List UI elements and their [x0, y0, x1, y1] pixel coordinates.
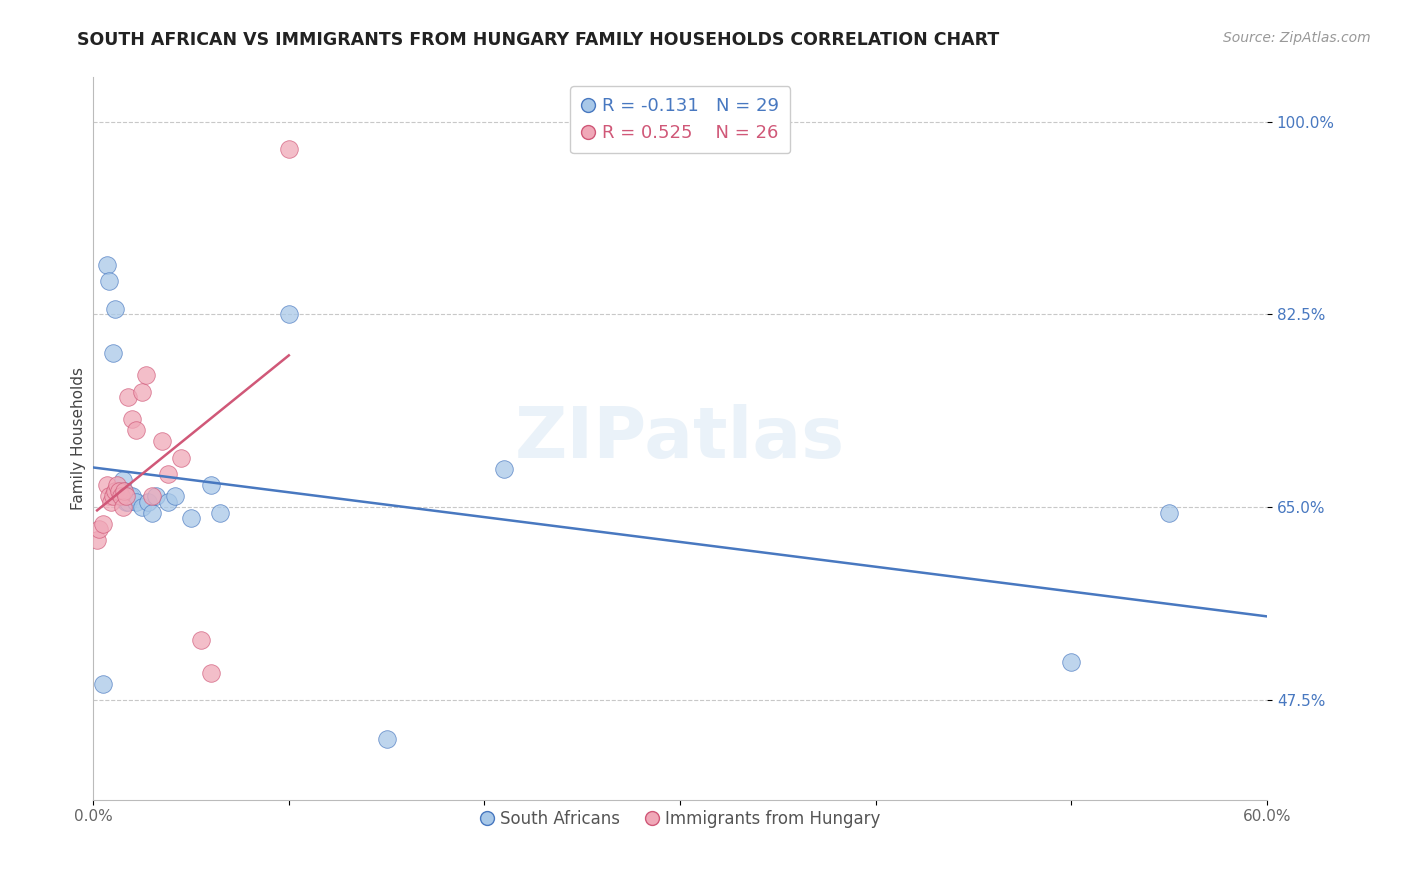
- Point: [141, 506, 163, 520]
- Point: [190, 632, 212, 647]
- Point: [100, 495, 122, 509]
- Legend: South Africans, Immigrants from Hungary: South Africans, Immigrants from Hungary: [474, 803, 887, 835]
- Point: [101, 489, 124, 503]
- Point: [111, 500, 134, 515]
- Point: [200, 478, 222, 492]
- Point: [170, 450, 193, 465]
- Point: [125, 495, 148, 509]
- Point: [114, 483, 136, 498]
- Point: [277, 308, 299, 322]
- Point: [104, 301, 127, 316]
- Point: [117, 390, 139, 404]
- Point: [492, 462, 515, 476]
- Point: [136, 495, 159, 509]
- Point: [91, 677, 114, 691]
- Point: [135, 368, 157, 383]
- Point: [111, 473, 134, 487]
- Point: [104, 483, 127, 498]
- Point: [115, 489, 138, 503]
- Point: [110, 489, 132, 503]
- Point: [96, 478, 118, 492]
- Point: [145, 489, 167, 503]
- Point: [125, 423, 148, 437]
- Point: [120, 489, 142, 503]
- Point: [97, 489, 120, 503]
- Point: [87, 523, 110, 537]
- Point: [115, 495, 138, 509]
- Point: [114, 483, 136, 498]
- Point: [96, 258, 118, 272]
- Point: [121, 412, 143, 426]
- Point: [105, 483, 128, 498]
- Point: [107, 483, 129, 498]
- Point: [1159, 506, 1181, 520]
- Point: [117, 495, 139, 509]
- Point: [141, 489, 163, 503]
- Point: [165, 489, 187, 503]
- Point: [180, 511, 202, 525]
- Point: [91, 516, 114, 531]
- Point: [1060, 655, 1083, 669]
- Point: [156, 467, 179, 482]
- Point: [101, 346, 124, 360]
- Point: [209, 506, 232, 520]
- Text: Source: ZipAtlas.com: Source: ZipAtlas.com: [1223, 31, 1371, 45]
- Point: [150, 434, 173, 449]
- Point: [156, 495, 179, 509]
- Y-axis label: Family Households: Family Households: [72, 367, 86, 510]
- Point: [105, 478, 128, 492]
- Point: [131, 384, 153, 399]
- Point: [121, 489, 143, 503]
- Point: [97, 274, 120, 288]
- Point: [200, 665, 222, 680]
- Point: [277, 142, 299, 156]
- Point: [110, 489, 132, 503]
- Point: [131, 500, 153, 515]
- Point: [375, 731, 398, 746]
- Point: [86, 533, 108, 548]
- Point: [107, 489, 129, 503]
- Text: ZIPatlas: ZIPatlas: [515, 404, 845, 473]
- Text: SOUTH AFRICAN VS IMMIGRANTS FROM HUNGARY FAMILY HOUSEHOLDS CORRELATION CHART: SOUTH AFRICAN VS IMMIGRANTS FROM HUNGARY…: [77, 31, 1000, 49]
